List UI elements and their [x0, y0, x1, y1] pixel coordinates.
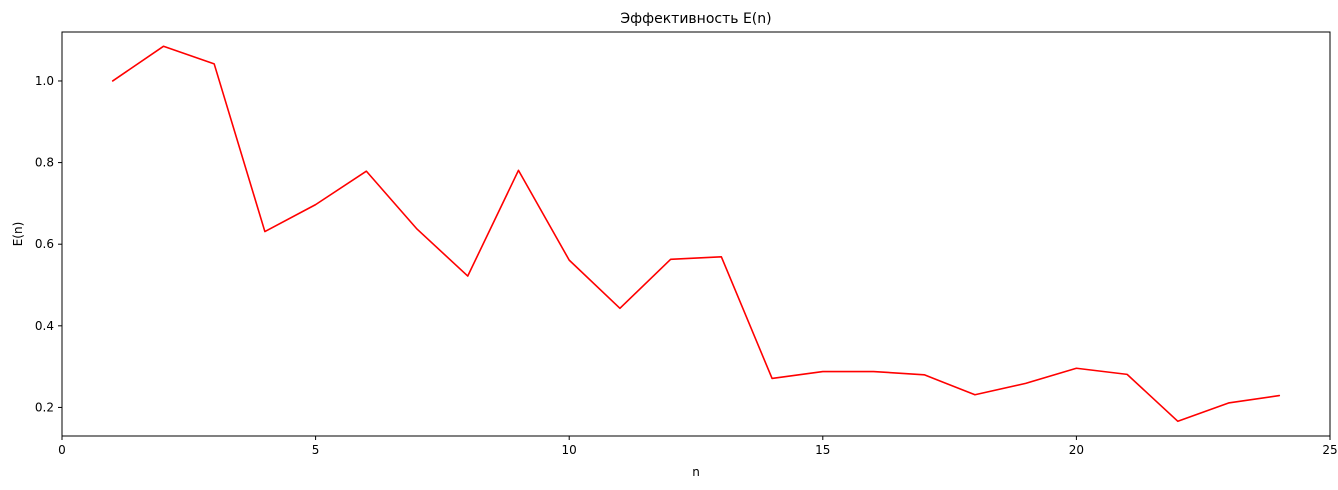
series-line: [111, 45, 1281, 423]
chart-title: Эффективность E(n): [620, 11, 771, 27]
y-tick-label: 0.8: [35, 156, 54, 170]
y-ticks: 0.2 0.4 0.6 0.8 1.0: [35, 74, 62, 414]
y-axis-label: E(n): [11, 222, 25, 247]
plot-area: [62, 32, 1330, 436]
x-tick-label: 15: [815, 443, 830, 457]
x-ticks: 0 5 10 15 20 25: [58, 436, 1338, 457]
y-tick-label: 0.4: [35, 319, 54, 333]
x-tick-label: 0: [58, 443, 66, 457]
x-tick-label: 25: [1322, 443, 1337, 457]
x-axis-label: n: [692, 465, 700, 479]
y-tick-label: 0.6: [35, 237, 54, 251]
x-tick-label: 20: [1069, 443, 1084, 457]
series-layer: [111, 45, 1281, 423]
y-tick-label: 0.2: [35, 400, 54, 414]
plot-frame: [61, 31, 1331, 437]
x-tick-label: 10: [562, 443, 577, 457]
y-tick-label: 1.0: [35, 74, 54, 88]
x-tick-label: 5: [312, 443, 320, 457]
